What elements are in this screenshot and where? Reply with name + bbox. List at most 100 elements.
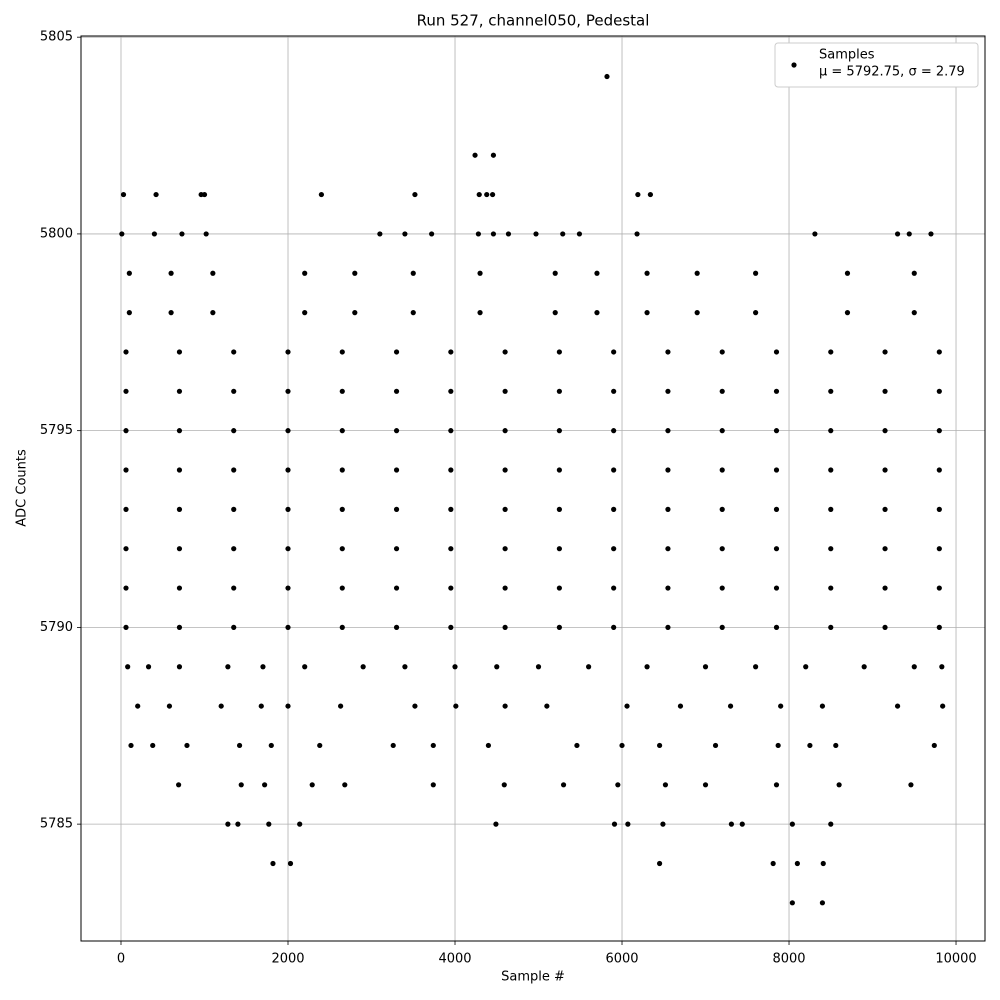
data-point [236,742,243,749]
data-point [393,467,400,473]
data-point [339,388,345,394]
data-point [560,231,566,237]
data-point [828,349,834,355]
data-point [936,467,942,473]
data-point [535,664,542,670]
data-point [665,585,671,591]
data-point [176,782,182,788]
data-point [882,506,888,512]
data-point [611,585,617,591]
data-point [789,900,795,906]
data-point [773,546,780,552]
data-point [882,624,888,630]
data-point [168,270,174,276]
data-point [145,664,152,670]
data-point [828,506,834,512]
data-point [882,467,888,473]
data-point [828,624,834,630]
data-point [773,349,780,355]
data-point [702,782,709,788]
data-point [302,310,308,316]
data-point [505,231,512,237]
data-point [753,664,759,670]
y-tick-label: 5800 [40,226,73,241]
data-point [429,231,435,237]
data-point [153,191,159,198]
y-tick-label: 5795 [40,423,73,438]
plot-frame [80,35,986,942]
data-point [490,231,497,237]
data-point [318,191,325,198]
data-point [928,231,934,237]
data-point [393,388,400,394]
data-point [339,585,345,591]
data-point [285,506,291,512]
data-point [936,585,942,591]
data-point [894,231,901,237]
legend-stats: μ = 5792.75, σ = 2.79 [819,65,965,80]
data-point [665,546,671,552]
data-point [477,270,483,276]
data-point [231,428,237,434]
data-point [894,703,901,709]
x-tick-label: 4000 [438,952,471,967]
data-point [302,664,308,670]
data-point [908,782,914,788]
data-point [285,624,291,630]
data-point [203,231,209,237]
data-point [882,585,888,591]
data-point [339,428,345,434]
data-point [448,467,454,473]
data-point [270,860,276,867]
data-point [393,428,400,434]
data-point [412,191,418,198]
data-point [778,703,784,709]
data-point [619,742,625,749]
data-point [268,742,274,749]
data-point [126,270,132,276]
data-point [556,546,562,552]
data-point [448,624,454,630]
data-point [339,467,345,473]
data-point [574,742,580,749]
data-point [179,231,185,237]
data-point [151,231,157,237]
data-point [719,585,725,591]
x-tick-label: 0 [117,952,125,967]
x-tick-label: 8000 [772,952,805,967]
data-point [719,624,725,630]
data-point [665,388,671,394]
data-point [911,270,917,276]
data-point [231,349,237,355]
data-point [773,506,780,512]
data-point [484,191,490,198]
data-point [297,821,303,827]
data-point [911,664,917,670]
data-point [615,782,621,788]
data-point [225,821,231,827]
data-point [665,467,671,473]
data-point [882,349,888,355]
data-point [176,467,183,473]
data-point [611,349,617,355]
data-point [502,624,508,630]
data-point [168,310,174,316]
data-point [625,821,631,827]
data-point [402,231,408,237]
data-point [412,703,418,709]
data-point [611,467,617,473]
data-point [231,388,237,394]
data-point [125,664,131,670]
data-point [712,742,719,749]
data-point [611,546,617,552]
data-point [940,703,946,709]
data-point [694,270,700,276]
data-point [773,428,780,434]
data-point [694,310,700,316]
data-point [360,664,366,670]
data-point [644,270,650,276]
data-point [624,703,630,709]
data-point [773,782,780,788]
data-point [448,546,454,552]
